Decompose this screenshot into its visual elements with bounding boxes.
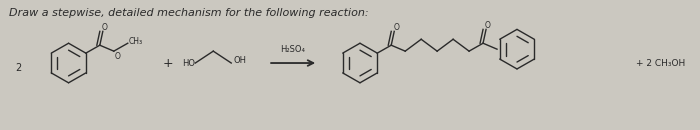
- Text: Draw a stepwise, detailed mechanism for the following reaction:: Draw a stepwise, detailed mechanism for …: [8, 8, 368, 18]
- Text: H₂SO₄: H₂SO₄: [281, 45, 306, 54]
- Text: O: O: [102, 23, 108, 32]
- Text: 2: 2: [15, 63, 22, 73]
- Text: CH₃: CH₃: [129, 37, 143, 46]
- Text: OH: OH: [233, 56, 246, 65]
- Text: O: O: [393, 23, 399, 32]
- Text: O: O: [115, 52, 120, 61]
- Text: +: +: [163, 57, 174, 70]
- Text: HO: HO: [182, 58, 195, 67]
- Text: + 2 CH₃OH: + 2 CH₃OH: [636, 58, 685, 67]
- Text: O: O: [485, 21, 491, 30]
